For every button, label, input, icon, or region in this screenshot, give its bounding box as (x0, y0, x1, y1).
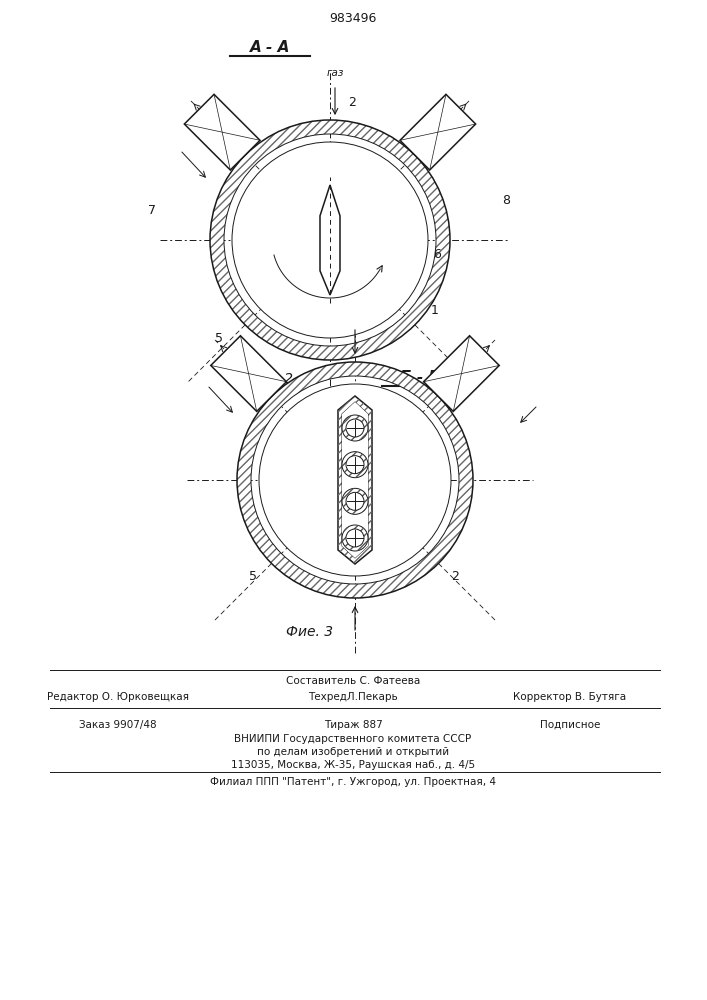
Text: Б - Б: Б - Б (400, 370, 440, 385)
Polygon shape (185, 94, 260, 170)
Polygon shape (211, 336, 286, 411)
Text: Редактор О. Юрковещкая: Редактор О. Юрковещкая (47, 692, 189, 702)
Text: А - А: А - А (250, 40, 290, 55)
Polygon shape (400, 94, 476, 170)
Circle shape (346, 456, 364, 474)
Circle shape (342, 488, 368, 514)
Text: 5: 5 (249, 570, 257, 582)
Circle shape (342, 525, 368, 551)
Polygon shape (342, 402, 368, 558)
Circle shape (346, 529, 364, 547)
Text: Тираж 887: Тираж 887 (324, 720, 382, 730)
Circle shape (259, 384, 451, 576)
Text: Фие. 3: Фие. 3 (286, 625, 334, 639)
Text: по делам изобретений и открытий: по делам изобретений и открытий (257, 747, 449, 757)
Text: Заказ 9907/48: Заказ 9907/48 (79, 720, 157, 730)
Text: 1: 1 (431, 304, 439, 316)
Polygon shape (338, 396, 372, 564)
Circle shape (346, 492, 364, 510)
Polygon shape (423, 336, 499, 411)
Text: 113035, Москва, Ж-35, Раушская наб., д. 4/5: 113035, Москва, Ж-35, Раушская наб., д. … (231, 760, 475, 770)
Text: ТехредЛ.Пекарь: ТехредЛ.Пекарь (308, 692, 398, 702)
Text: газ: газ (327, 68, 344, 78)
Text: 2: 2 (451, 570, 459, 582)
Polygon shape (320, 185, 340, 295)
Circle shape (346, 419, 364, 437)
Circle shape (342, 415, 368, 441)
Text: Филиал ППП "Патент", г. Ужгород, ул. Проектная, 4: Филиал ППП "Патент", г. Ужгород, ул. Про… (210, 777, 496, 787)
Text: Корректор В. Бутяга: Корректор В. Бутяга (513, 692, 626, 702)
Text: 983496: 983496 (329, 12, 377, 25)
Text: 8: 8 (502, 194, 510, 207)
Text: 2: 2 (348, 96, 356, 108)
Text: 5: 5 (215, 332, 223, 344)
Text: ВНИИПИ Государственного комитета СССР: ВНИИПИ Государственного комитета СССР (235, 734, 472, 744)
Text: Фие. 2: Фие. 2 (247, 372, 293, 386)
Text: Составитель С. Фатеева: Составитель С. Фатеева (286, 676, 420, 686)
Text: Подписное: Подписное (540, 720, 600, 730)
Circle shape (342, 452, 368, 478)
Circle shape (232, 142, 428, 338)
Text: 6: 6 (433, 248, 441, 261)
Text: 7: 7 (148, 204, 156, 217)
